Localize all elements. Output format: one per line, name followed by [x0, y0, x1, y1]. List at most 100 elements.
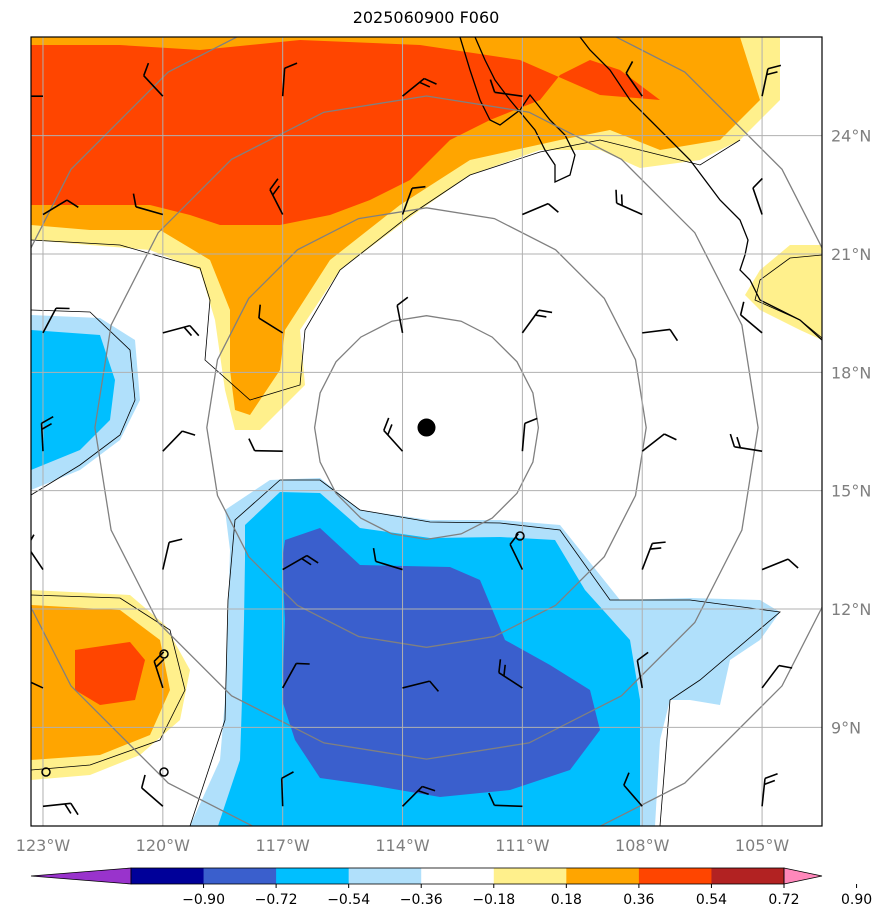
wind-barb — [42, 199, 79, 216]
colorbar-segment — [131, 868, 205, 884]
map-title: 2025060900 F060 — [352, 8, 500, 27]
wind-barb — [761, 664, 793, 689]
sw-warm-red — [75, 642, 145, 705]
wind-barb — [42, 307, 70, 334]
wind-barb — [282, 554, 319, 571]
wind-barb — [248, 438, 283, 453]
wind-barb — [489, 79, 523, 97]
wind-barb — [383, 417, 404, 452]
mainland-coast — [579, 37, 822, 341]
wind-barb — [642, 328, 679, 342]
contour-line-south — [189, 479, 781, 826]
wind-barb — [162, 430, 196, 452]
contour-line-north — [31, 139, 741, 401]
colorbar-segment — [348, 868, 422, 884]
warm-band-red-orange — [31, 40, 660, 225]
baja-california-coast — [459, 37, 576, 184]
lat-tick-label: 18°N — [831, 363, 871, 382]
lat-tick-label: 12°N — [831, 600, 871, 619]
map-frame — [30, 36, 823, 827]
calm-marker — [159, 649, 169, 659]
contour-line-sw — [31, 594, 186, 771]
wind-barb — [269, 178, 284, 215]
wind-barb — [498, 659, 523, 689]
wind-barb — [401, 785, 436, 807]
wind-barb — [40, 415, 54, 452]
wind-barb — [402, 680, 440, 692]
wind-barb — [372, 548, 403, 571]
wind-barb — [641, 541, 666, 570]
colorbar-tick-label: −0.90 — [182, 892, 225, 908]
longitude-labels: 123°W 120°W 117°W 114°W 111°W 108°W 105°W — [16, 836, 790, 855]
colorbar-tick-label: 0.90 — [841, 892, 872, 908]
lon-tick-label: 117°W — [256, 836, 311, 855]
colorbar-segment — [276, 868, 350, 884]
lon-tick-label: 105°W — [735, 836, 790, 855]
wind-barb — [752, 177, 763, 215]
lon-tick-label: 114°W — [375, 836, 430, 855]
wind-barb — [31, 95, 43, 97]
colorbar-tick-label: −0.36 — [400, 892, 443, 908]
wind-barb — [641, 433, 677, 452]
calm-marker — [159, 767, 169, 777]
colorbar-segment — [638, 868, 712, 884]
wind-barb — [281, 662, 310, 689]
colorbar-extend-high — [783, 867, 823, 885]
calm-marker — [41, 767, 51, 777]
colorbar-segment — [203, 868, 277, 884]
wind-barb — [31, 675, 44, 689]
wind-barb — [761, 772, 778, 807]
colorbar-tick-label: 0.18 — [551, 892, 582, 908]
colorbar-tick-label: −0.54 — [327, 892, 370, 908]
wind-barb — [31, 534, 44, 571]
lat-tick-label: 24°N — [831, 127, 871, 146]
wind-barb — [488, 792, 523, 808]
wind-barb — [42, 802, 79, 816]
wind-barb — [280, 771, 294, 807]
lon-tick-label: 120°W — [136, 836, 191, 855]
wind-barb — [739, 301, 763, 334]
colorbar-segment — [711, 868, 785, 884]
wind-barbs — [31, 61, 799, 816]
wind-barb — [258, 304, 284, 334]
lon-tick-label: 111°W — [495, 836, 550, 855]
lon-tick-label: 108°W — [615, 836, 670, 855]
wind-barb — [623, 772, 643, 807]
wind-barb — [729, 433, 763, 453]
wind-barb — [140, 774, 164, 807]
wind-barb — [625, 61, 643, 97]
colorbar-outline — [130, 867, 785, 885]
range-ring — [94, 95, 759, 760]
wind-barb — [761, 64, 782, 97]
wind-barb — [522, 202, 559, 216]
south-cool-blue — [282, 528, 600, 797]
latitude-labels: 24°N 21°N 18°N 15°N 12°N 9°N — [831, 127, 871, 738]
colorbar-tick-label: 0.54 — [696, 892, 727, 908]
wind-barb — [521, 309, 553, 334]
storm-center-marker — [417, 418, 436, 437]
coastline — [459, 37, 822, 341]
wind-barb — [402, 77, 437, 97]
calm-marker — [515, 531, 525, 541]
ne-warm-patch — [745, 245, 822, 340]
colorbar: −0.90 −0.72 −0.54 −0.36 −0.18 0.18 0.36 0.54 0.7… — [30, 867, 872, 908]
wind-barb — [509, 533, 524, 570]
wind-barb — [153, 651, 165, 689]
wind-barb — [636, 651, 649, 689]
wind-barb — [396, 296, 409, 334]
wind-barb — [132, 193, 164, 216]
wind-barb — [162, 324, 200, 337]
west-cool-cyan — [31, 330, 115, 470]
colorbar-tick-label: 0.36 — [623, 892, 654, 908]
lat-tick-label: 21°N — [831, 245, 871, 264]
lat-tick-label: 15°N — [831, 482, 871, 501]
colorbar-segment — [566, 868, 640, 884]
wind-barb — [761, 558, 799, 571]
colorbar-segment — [493, 868, 567, 884]
colorbar-tick-label: −0.72 — [255, 892, 298, 908]
range-rings — [31, 37, 822, 826]
wind-barb — [615, 189, 643, 216]
range-ring — [206, 207, 647, 648]
wind-barb — [521, 417, 538, 452]
